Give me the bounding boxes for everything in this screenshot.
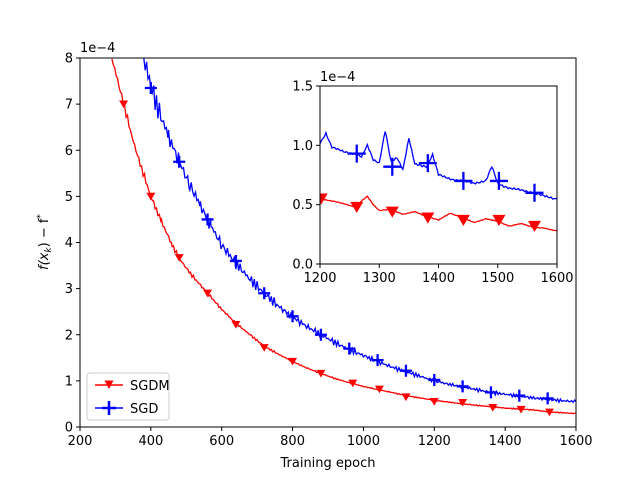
- main-ytick-label: 3: [65, 282, 73, 297]
- main-sgdm-marker: [429, 398, 439, 406]
- inset-xtick-label: 1300: [363, 271, 396, 286]
- inset-sgd-marker: [383, 157, 402, 176]
- main-xtick-label: 1000: [347, 434, 380, 449]
- main-xtick-label: 400: [138, 434, 163, 449]
- main-plot-frame: [79, 57, 577, 428]
- inset-sgd-marker: [489, 171, 508, 190]
- main-ytick-label: 5: [65, 190, 73, 205]
- inset-xtick-label: 1200: [303, 271, 336, 286]
- main-sgd-line: [143, 58, 576, 404]
- main-sgd-marker: [399, 364, 412, 377]
- inset-scale-label: 1e−4: [320, 70, 355, 85]
- main-xtick-label: 800: [280, 434, 305, 449]
- legend-sgd-marker: [102, 401, 116, 415]
- main-scale-label: 1e−4: [80, 41, 115, 56]
- main-sgdm-marker: [316, 369, 326, 378]
- main-sgdm-marker: [458, 398, 468, 407]
- main-ytick-label: 6: [65, 144, 73, 159]
- inset-xtick-label: 1400: [422, 271, 455, 286]
- main-xtick-label: 1600: [559, 434, 592, 449]
- main-sgd-marker: [513, 389, 526, 402]
- inset-ytick-label: 1.0: [292, 139, 313, 154]
- main-xtick-label: 200: [68, 434, 93, 449]
- inset-ytick-label: 0.5: [292, 198, 313, 213]
- inset-sgdm-marker: [385, 206, 399, 218]
- main-sgd-marker: [258, 287, 271, 300]
- main-ytick-label: 0: [65, 421, 73, 436]
- main-sgdm-marker: [174, 254, 184, 262]
- inset-xtick-label: 1500: [481, 271, 514, 286]
- main-ytick-label: 8: [65, 52, 73, 67]
- x-axis-label: Training epoch: [279, 456, 375, 471]
- main-sgdm-marker: [348, 379, 358, 388]
- main-sgd-marker: [343, 342, 356, 355]
- main-ytick-label: 7: [65, 98, 73, 113]
- legend: SGDM SGD: [86, 372, 170, 421]
- main-xtick-label: 600: [209, 434, 234, 449]
- legend-sgdm-marker: [104, 380, 114, 389]
- inset-sgdm-marker: [456, 214, 470, 226]
- legend-sgd-label: SGD: [130, 402, 158, 417]
- main-ytick-label: 4: [65, 236, 73, 251]
- y-axis-label: f(xk) − f*: [36, 214, 54, 270]
- main-xtick-label: 1400: [489, 434, 522, 449]
- main-sgdm-marker: [374, 385, 384, 394]
- inset-sgd-marker: [525, 183, 544, 202]
- inset-sgdm-marker: [527, 220, 541, 232]
- main-sgd-marker: [371, 354, 384, 367]
- main-ytick-label: 2: [65, 328, 73, 343]
- main-ytick-label: 1: [65, 374, 73, 389]
- main-sgdm-marker: [288, 357, 298, 366]
- inset-axis-ticks: 1200 1300 1400 1500 1600 0.0 0.5 1.0 1.5: [292, 80, 573, 287]
- inset-sgdm-marker: [320, 193, 328, 205]
- main-sgdm-marker: [203, 289, 213, 298]
- main-sgd-marker: [541, 392, 554, 405]
- main-sgdm-marker: [401, 393, 411, 402]
- main-sgd-marker: [484, 386, 497, 399]
- inset-sgdm-marker: [421, 212, 435, 224]
- inset-sgd-marker: [347, 144, 366, 163]
- main-sgdm-marker: [146, 192, 156, 201]
- inset-sgdm-marker: [350, 201, 364, 213]
- main-sgd-marker: [428, 373, 441, 386]
- main-axis-ticks: 200 400 600 800 1000 1200 1400 1600 0 1 2 3 4 5 6 7 8: [65, 52, 593, 450]
- main-xtick-label: 1200: [418, 434, 451, 449]
- main-sgdm-line: [111, 58, 576, 415]
- main-sgdm-marker: [544, 408, 554, 417]
- inset-sgd-line: [320, 130, 557, 200]
- inset-sgdm-marker: [492, 214, 506, 226]
- main-sgd-marker: [201, 213, 214, 226]
- main-sgd-marker: [456, 380, 469, 393]
- main-sgdm-marker: [119, 100, 129, 109]
- main-sgd-marker: [173, 155, 186, 168]
- inset-xtick-label: 1600: [540, 271, 573, 286]
- main-sgdm-marker: [231, 321, 241, 329]
- main-sgd-marker: [286, 310, 299, 323]
- inset-ytick-label: 0.0: [292, 258, 313, 273]
- main-sgdm-marker: [259, 344, 269, 352]
- inset-sgd-marker: [454, 171, 473, 190]
- inset-ytick-label: 1.5: [292, 80, 313, 95]
- main-sgd-marker: [314, 328, 327, 341]
- main-sgdm-marker: [488, 404, 498, 412]
- main-sgd-marker: [144, 81, 157, 94]
- main-sgd-marker: [229, 254, 242, 267]
- legend-sgdm-label: SGDM: [130, 379, 170, 394]
- main-sgdm-marker: [516, 405, 526, 414]
- inset-sgd-marker: [418, 154, 437, 173]
